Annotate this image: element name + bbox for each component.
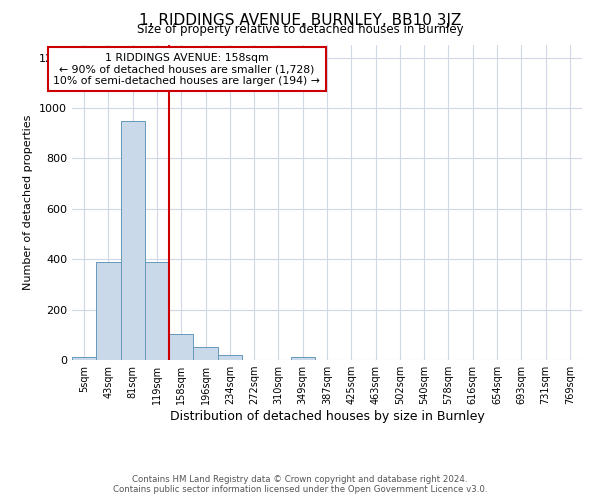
Bar	[145, 262, 169, 360]
X-axis label: Distribution of detached houses by size in Burnley: Distribution of detached houses by size …	[170, 410, 484, 423]
Y-axis label: Number of detached properties: Number of detached properties	[23, 115, 34, 290]
Bar	[121, 120, 145, 360]
Bar	[218, 355, 242, 360]
Text: Size of property relative to detached houses in Burnley: Size of property relative to detached ho…	[137, 22, 463, 36]
Bar	[193, 348, 218, 360]
Text: 1, RIDDINGS AVENUE, BURNLEY, BB10 3JZ: 1, RIDDINGS AVENUE, BURNLEY, BB10 3JZ	[139, 12, 461, 28]
Text: 1 RIDDINGS AVENUE: 158sqm
← 90% of detached houses are smaller (1,728)
10% of se: 1 RIDDINGS AVENUE: 158sqm ← 90% of detac…	[53, 53, 320, 86]
Bar	[72, 358, 96, 360]
Bar	[96, 262, 121, 360]
Bar	[169, 334, 193, 360]
Bar	[290, 358, 315, 360]
Text: Contains HM Land Registry data © Crown copyright and database right 2024.
Contai: Contains HM Land Registry data © Crown c…	[113, 474, 487, 494]
